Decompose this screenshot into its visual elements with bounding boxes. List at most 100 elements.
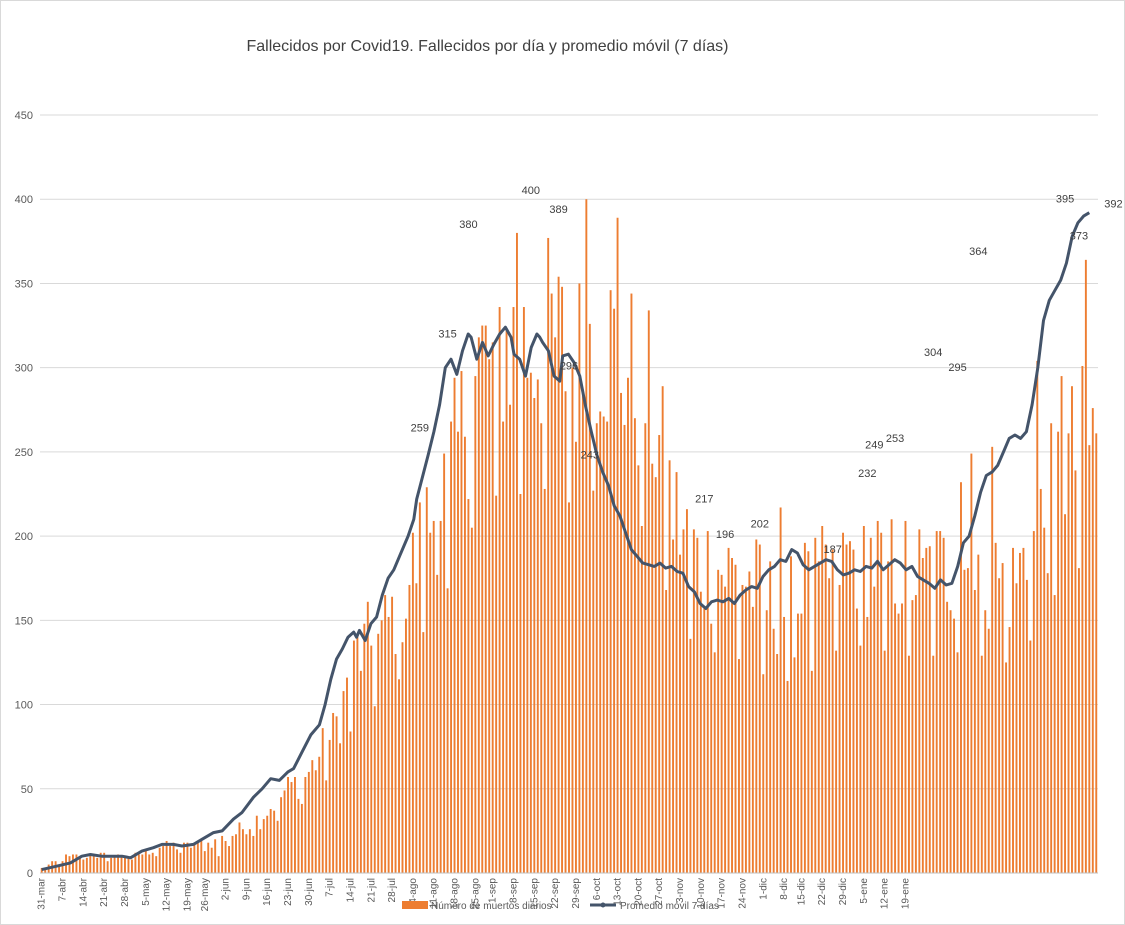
daily-deaths-bar <box>998 578 1001 873</box>
daily-deaths-bar <box>1039 488 1042 873</box>
daily-deaths-bar <box>1046 573 1049 873</box>
daily-deaths-bar <box>869 537 872 873</box>
daily-deaths-bar <box>283 790 286 873</box>
x-tick-label: 30-jun <box>304 878 315 906</box>
x-tick-label: 2-jun <box>221 878 232 900</box>
daily-deaths-bar <box>273 810 276 873</box>
daily-deaths-bar <box>907 655 910 873</box>
x-tick-label: 31-mar <box>37 877 48 909</box>
x-tick-label: 19-ene <box>900 878 911 910</box>
daily-deaths-bar <box>609 290 612 873</box>
daily-deaths-bar <box>210 847 213 873</box>
daily-deaths-bar <box>762 674 765 873</box>
daily-deaths-bar <box>703 608 706 873</box>
daily-deaths-bar <box>720 574 723 873</box>
data-label: 380 <box>459 219 477 231</box>
daily-deaths-bar <box>876 520 879 873</box>
daily-deaths-bar <box>443 453 446 873</box>
daily-deaths-bar <box>550 293 553 873</box>
daily-deaths-bar <box>453 377 456 873</box>
daily-deaths-bar <box>814 537 817 873</box>
data-label: 243 <box>581 450 599 462</box>
daily-deaths-bar <box>633 418 636 873</box>
data-label: 217 <box>695 493 713 505</box>
daily-deaths-bar <box>193 844 196 873</box>
daily-deaths-bar <box>738 659 740 873</box>
y-tick-label: 50 <box>21 784 33 796</box>
daily-deaths-bar <box>457 431 459 873</box>
daily-deaths-bar <box>786 680 789 873</box>
daily-deaths-bar <box>422 632 425 873</box>
daily-deaths-bar <box>405 618 407 873</box>
data-label: 249 <box>865 440 883 452</box>
daily-deaths-bar <box>290 782 293 873</box>
daily-deaths-bar <box>266 815 269 873</box>
daily-deaths-bar <box>304 776 307 873</box>
daily-deaths-bar <box>484 325 487 873</box>
x-tick-label: 7-jul <box>325 878 336 897</box>
daily-deaths-bar <box>574 441 577 873</box>
daily-deaths-bar <box>651 463 654 873</box>
y-tick-label: 450 <box>15 110 33 122</box>
daily-deaths-bar <box>165 841 168 873</box>
daily-deaths-bar <box>842 532 844 873</box>
daily-deaths-bar <box>963 569 966 873</box>
y-tick-label: 100 <box>15 700 33 712</box>
daily-deaths-bar <box>463 436 466 873</box>
daily-deaths-bar <box>377 633 380 873</box>
daily-deaths-bar <box>1032 531 1035 873</box>
daily-deaths-bar <box>918 529 921 873</box>
daily-deaths-bar <box>172 842 175 873</box>
daily-deaths-bar <box>821 526 824 873</box>
daily-deaths-bar <box>470 527 473 873</box>
y-tick-label: 250 <box>15 447 33 459</box>
daily-deaths-bar <box>359 670 362 873</box>
data-label: 304 <box>924 347 942 359</box>
daily-deaths-bar <box>689 638 692 873</box>
daily-deaths-bar <box>855 608 858 873</box>
daily-deaths-bar <box>373 706 376 873</box>
daily-deaths-bar <box>366 601 369 873</box>
daily-deaths-bar <box>401 642 404 873</box>
chart-title: Fallecidos por Covid19. Fallecidos por d… <box>246 38 729 55</box>
daily-deaths-bar <box>387 616 390 873</box>
daily-deaths-bar <box>450 421 453 873</box>
daily-deaths-bar <box>1064 514 1066 873</box>
daily-deaths-bar <box>672 539 675 873</box>
daily-deaths-bar <box>58 864 61 873</box>
daily-deaths-bar <box>117 854 120 873</box>
daily-deaths-bar <box>647 310 650 873</box>
daily-deaths-bar <box>796 613 799 873</box>
daily-deaths-bar <box>568 502 570 873</box>
daily-deaths-bar <box>311 760 314 873</box>
daily-deaths-bar <box>564 391 567 873</box>
daily-deaths-bar <box>592 490 595 873</box>
daily-deaths-bar <box>540 423 543 873</box>
y-tick-label: 0 <box>27 868 33 880</box>
daily-deaths-bar <box>106 861 109 873</box>
daily-deaths-bar <box>894 603 897 873</box>
daily-deaths-bar <box>699 591 702 873</box>
daily-deaths-bar <box>668 460 671 873</box>
daily-deaths-bar <box>949 610 952 873</box>
x-tick-label: 14-jul <box>345 878 356 902</box>
daily-deaths-bar <box>509 404 511 873</box>
daily-deaths-bar <box>259 829 262 873</box>
x-tick-label: 15-sep <box>529 878 540 909</box>
daily-deaths-bar <box>391 596 394 873</box>
daily-deaths-bar <box>203 851 206 873</box>
x-tick-label: 19-may <box>182 878 193 911</box>
daily-deaths-bar <box>1043 527 1046 873</box>
daily-deaths-bar <box>654 477 657 873</box>
daily-deaths-bar <box>734 564 737 873</box>
x-tick-label: 8-sep <box>508 878 519 903</box>
x-tick-label: 25-ago <box>470 878 481 910</box>
data-label: 395 <box>1056 194 1074 206</box>
daily-deaths-bar <box>970 453 973 873</box>
daily-deaths-bar <box>613 308 616 874</box>
daily-deaths-bar <box>432 520 435 873</box>
daily-deaths-bar <box>790 556 792 873</box>
daily-deaths-bar <box>658 435 661 873</box>
moving-average-line <box>41 211 1091 872</box>
x-tick-label: 23-jun <box>283 878 294 906</box>
